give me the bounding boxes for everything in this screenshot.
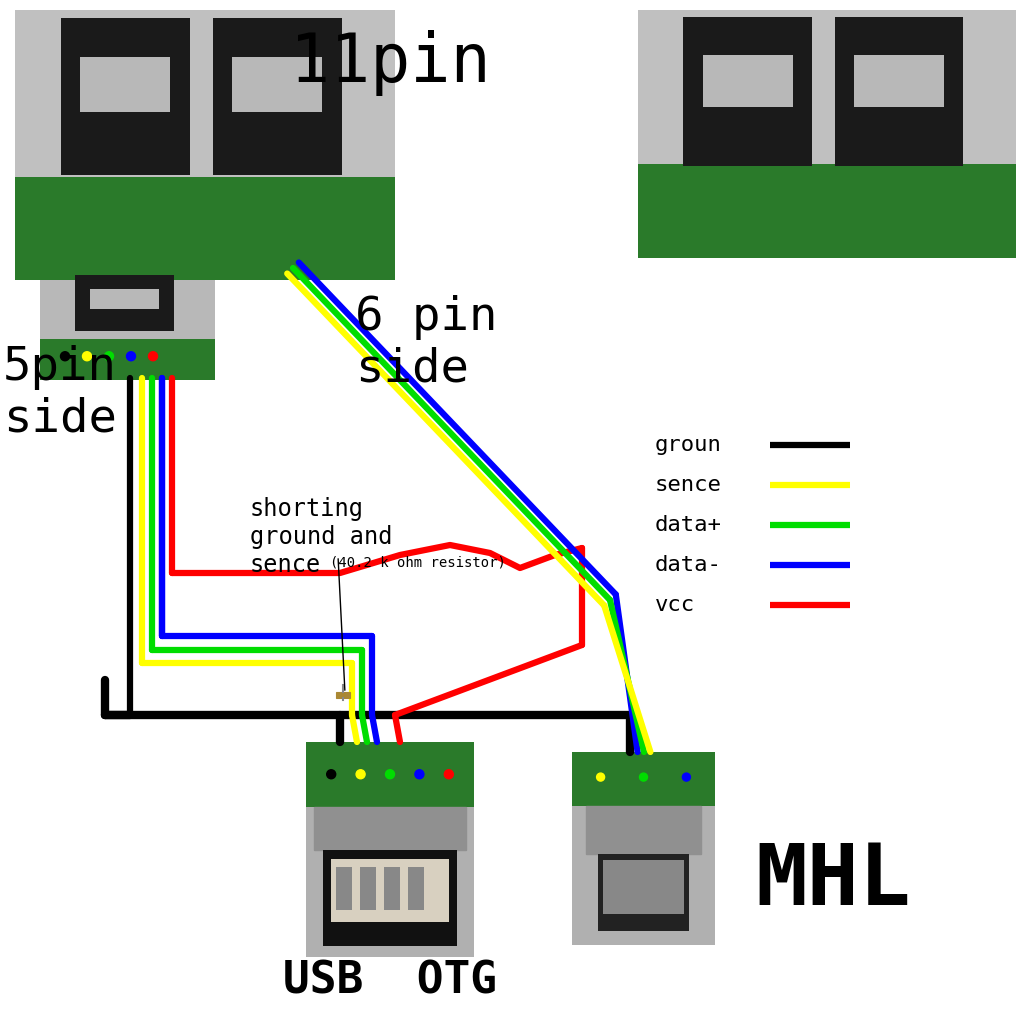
Circle shape [327,770,336,778]
Bar [587,806,700,854]
Bar [314,807,466,850]
Bar [232,57,323,112]
Bar [80,57,170,112]
Bar [603,860,684,914]
Text: groun: groun [655,435,722,455]
Circle shape [444,770,454,778]
Bar [213,18,342,175]
Bar [360,867,376,910]
Bar [15,177,395,280]
Circle shape [148,351,158,360]
Bar [306,742,474,807]
Bar [702,54,793,106]
Circle shape [682,773,690,781]
Text: MHL: MHL [755,840,910,923]
Bar [835,17,964,166]
Circle shape [104,351,114,360]
Bar [60,18,189,175]
Circle shape [597,773,604,781]
Bar [683,17,812,166]
Circle shape [640,773,647,781]
Circle shape [415,770,424,778]
Bar [854,54,944,106]
Text: data-: data- [655,555,722,575]
Bar [15,10,395,280]
Bar [90,289,160,309]
Circle shape [385,770,394,778]
Bar [40,272,215,380]
Text: sence: sence [655,475,722,495]
Bar [638,10,1016,258]
Bar [331,859,450,922]
Text: 5pin
side: 5pin side [3,345,117,442]
Circle shape [60,351,70,360]
Bar [572,752,715,945]
Text: vcc: vcc [655,595,695,615]
Circle shape [83,351,91,360]
Bar [323,850,457,946]
Bar [638,164,1016,258]
Text: USB  OTG: USB OTG [283,961,497,1002]
Bar [306,742,474,957]
Bar [572,752,715,806]
Bar [384,867,400,910]
Text: data+: data+ [655,515,722,535]
Circle shape [356,770,366,778]
Text: 11pin: 11pin [290,30,490,96]
Text: 6 pin
side: 6 pin side [355,295,498,392]
Bar [336,867,352,910]
Text: (40.2 k ohm resistor): (40.2 k ohm resistor) [330,555,506,569]
Circle shape [127,351,135,360]
Bar [408,867,424,910]
Bar [40,339,215,380]
Text: shorting
ground and
sence: shorting ground and sence [250,497,392,577]
Bar [75,275,174,332]
Bar [598,854,689,932]
Bar [336,692,350,698]
